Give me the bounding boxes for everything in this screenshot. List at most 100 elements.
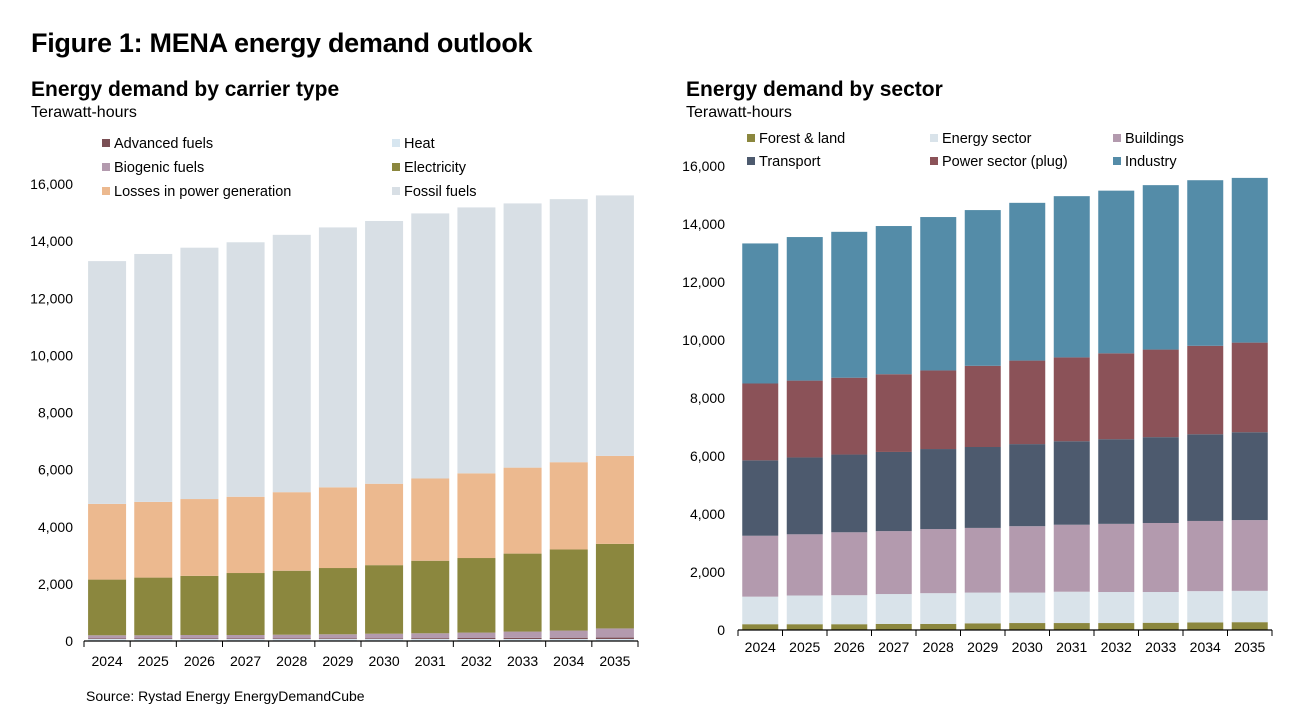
carrier-bar-biogenic-fuels-2025	[134, 635, 173, 639]
carrier-bar-heat-2032	[457, 639, 496, 641]
carrier-bar-advanced-fuels-2034	[549, 637, 588, 640]
carrier-bar-losses-in-power-generation-2026	[180, 499, 219, 576]
carrier-bar-biogenic-fuels-2030	[365, 633, 404, 639]
sector-bar-power-sector-plug-2026	[831, 377, 868, 455]
sector-bar-energy-sector-2024	[742, 596, 779, 625]
carrier-bar-biogenic-fuels-2026	[180, 635, 219, 639]
sector-bar-transport-2027	[875, 451, 912, 532]
sector-bar-forest-land-2026	[831, 624, 868, 630]
carrier-x-tick-label: 2025	[138, 653, 169, 669]
sector-bar-industry-2032	[1098, 190, 1135, 354]
sector-bar-forest-land-2035	[1231, 622, 1268, 630]
carrier-bar-advanced-fuels-2030	[365, 638, 404, 640]
carrier-legend-label-biogenic-fuels: Biogenic fuels	[114, 160, 204, 176]
carrier-bar-advanced-fuels-2031	[411, 638, 450, 640]
carrier-bar-losses-in-power-generation-2027	[226, 496, 265, 574]
carrier-bar-advanced-fuels-2027	[226, 638, 265, 640]
carrier-bar-losses-in-power-generation-2024	[88, 503, 127, 580]
sector-bar-industry-2026	[831, 231, 868, 378]
sector-legend-label-forest-land: Forest & land	[759, 131, 845, 147]
sector-bar-industry-2033	[1142, 185, 1179, 350]
sector-legend-label-buildings: Buildings	[1125, 131, 1184, 147]
sector-bar-buildings-2024	[742, 535, 779, 597]
sector-legend-label-energy-sector: Energy sector	[942, 131, 1032, 147]
sector-bar-transport-2025	[786, 457, 823, 535]
sector-bar-buildings-2030	[1009, 526, 1046, 593]
sector-bar-buildings-2025	[786, 534, 823, 596]
carrier-x-tick-label: 2028	[276, 653, 307, 669]
carrier-bar-heat-2026	[180, 639, 219, 641]
carrier-legend-swatch-advanced-fuels	[102, 139, 110, 147]
sector-legend-swatch-energy-sector	[930, 134, 938, 142]
carrier-y-tick-label: 12,000	[30, 290, 73, 306]
sector-legend-label-power-sector-plug: Power sector (plug)	[942, 154, 1068, 170]
carrier-y-tick-label: 14,000	[30, 233, 73, 249]
carrier-bar-advanced-fuels-2035	[595, 637, 634, 640]
sector-bar-power-sector-plug-2033	[1142, 349, 1179, 438]
figure-title: Figure 1: MENA energy demand outlook	[31, 28, 533, 58]
sector-bar-buildings-2031	[1053, 524, 1090, 592]
sector-bar-energy-sector-2034	[1187, 591, 1224, 623]
sector-legend-label-industry: Industry	[1125, 154, 1177, 170]
carrier-bar-heat-2030	[365, 639, 404, 641]
sector-bar-transport-2029	[964, 447, 1001, 528]
carrier-bar-electricity-2028	[272, 570, 311, 635]
sector-legend-swatch-forest-land	[747, 134, 755, 142]
carrier-legend-label-electricity: Electricity	[404, 160, 467, 176]
sector-bar-transport-2024	[742, 460, 779, 536]
sector-bar-forest-land-2034	[1187, 622, 1224, 630]
carrier-bar-losses-in-power-generation-2033	[503, 467, 542, 554]
carrier-bar-electricity-2027	[226, 573, 265, 636]
carrier-x-tick-label: 2029	[322, 653, 353, 669]
sector-bar-transport-2028	[920, 449, 957, 530]
sector-bar-buildings-2034	[1187, 520, 1224, 592]
carrier-bar-fossil-fuels-2025	[134, 253, 173, 502]
carrier-bar-fossil-fuels-2024	[88, 261, 127, 504]
sector-bar-buildings-2028	[920, 529, 957, 594]
sector-bar-buildings-2035	[1231, 520, 1268, 591]
sector-bar-energy-sector-2032	[1098, 592, 1135, 624]
sector-bar-industry-2030	[1009, 202, 1046, 361]
carrier-bar-advanced-fuels-2026	[180, 638, 219, 640]
sector-bar-energy-sector-2028	[920, 593, 957, 624]
sector-legend-swatch-power-sector-plug	[930, 157, 938, 165]
carrier-y-tick-label: 2,000	[38, 576, 73, 592]
sector-x-tick-label: 2031	[1056, 639, 1087, 655]
carrier-legend-label-fossil-fuels: Fossil fuels	[404, 184, 477, 200]
carrier-bar-fossil-fuels-2026	[180, 247, 219, 500]
carrier-x-tick-label: 2034	[553, 653, 584, 669]
carrier-bar-biogenic-fuels-2024	[88, 635, 127, 639]
carrier-y-tick-label: 4,000	[38, 519, 73, 535]
sector-bar-energy-sector-2030	[1009, 592, 1046, 624]
sector-legend-swatch-buildings	[1113, 134, 1121, 142]
sector-bar-industry-2028	[920, 217, 957, 371]
sector-bar-transport-2031	[1053, 441, 1090, 525]
sector-x-tick-label: 2030	[1012, 639, 1043, 655]
right-chart-title: Energy demand by sector	[686, 78, 943, 101]
sector-bar-energy-sector-2025	[786, 595, 823, 625]
sector-bar-transport-2032	[1098, 439, 1135, 524]
carrier-y-tick-label: 6,000	[38, 462, 73, 478]
carrier-bar-electricity-2035	[595, 543, 634, 629]
carrier-bar-fossil-fuels-2027	[226, 242, 265, 497]
right-chart-unit: Terawatt-hours	[686, 104, 792, 121]
sector-x-tick-label: 2033	[1145, 639, 1176, 655]
sector-x-tick-label: 2035	[1234, 639, 1265, 655]
carrier-bar-biogenic-fuels-2029	[318, 634, 357, 639]
carrier-y-tick-label: 8,000	[38, 405, 73, 421]
sector-bar-energy-sector-2031	[1053, 591, 1090, 624]
sector-bar-forest-land-2025	[786, 624, 823, 630]
carrier-x-tick-label: 2027	[230, 653, 261, 669]
sector-x-tick-label: 2032	[1101, 639, 1132, 655]
carrier-bar-advanced-fuels-2025	[134, 638, 173, 640]
carrier-bar-fossil-fuels-2032	[457, 207, 496, 474]
sector-bar-industry-2035	[1231, 177, 1268, 343]
carrier-bar-heat-2034	[549, 639, 588, 641]
carrier-bar-losses-in-power-generation-2025	[134, 501, 173, 578]
sector-bar-power-sector-plug-2030	[1009, 360, 1046, 445]
carrier-bar-biogenic-fuels-2035	[595, 628, 634, 638]
sector-y-tick-label: 10,000	[682, 332, 725, 348]
sector-bar-industry-2025	[786, 237, 823, 381]
sector-y-tick-label: 14,000	[682, 216, 725, 232]
sector-bar-power-sector-plug-2032	[1098, 353, 1135, 440]
